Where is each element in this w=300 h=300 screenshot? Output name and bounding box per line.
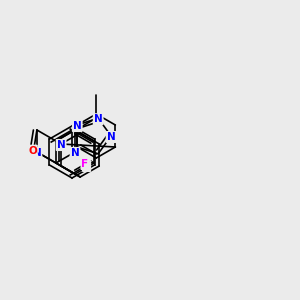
- Text: N: N: [107, 132, 116, 142]
- Text: N: N: [32, 148, 41, 158]
- Text: N: N: [73, 121, 82, 131]
- Text: O: O: [28, 146, 37, 156]
- Text: N: N: [94, 114, 103, 124]
- Text: F: F: [83, 161, 90, 171]
- Text: F: F: [82, 159, 88, 169]
- Text: N: N: [70, 148, 80, 158]
- Text: N: N: [57, 140, 65, 150]
